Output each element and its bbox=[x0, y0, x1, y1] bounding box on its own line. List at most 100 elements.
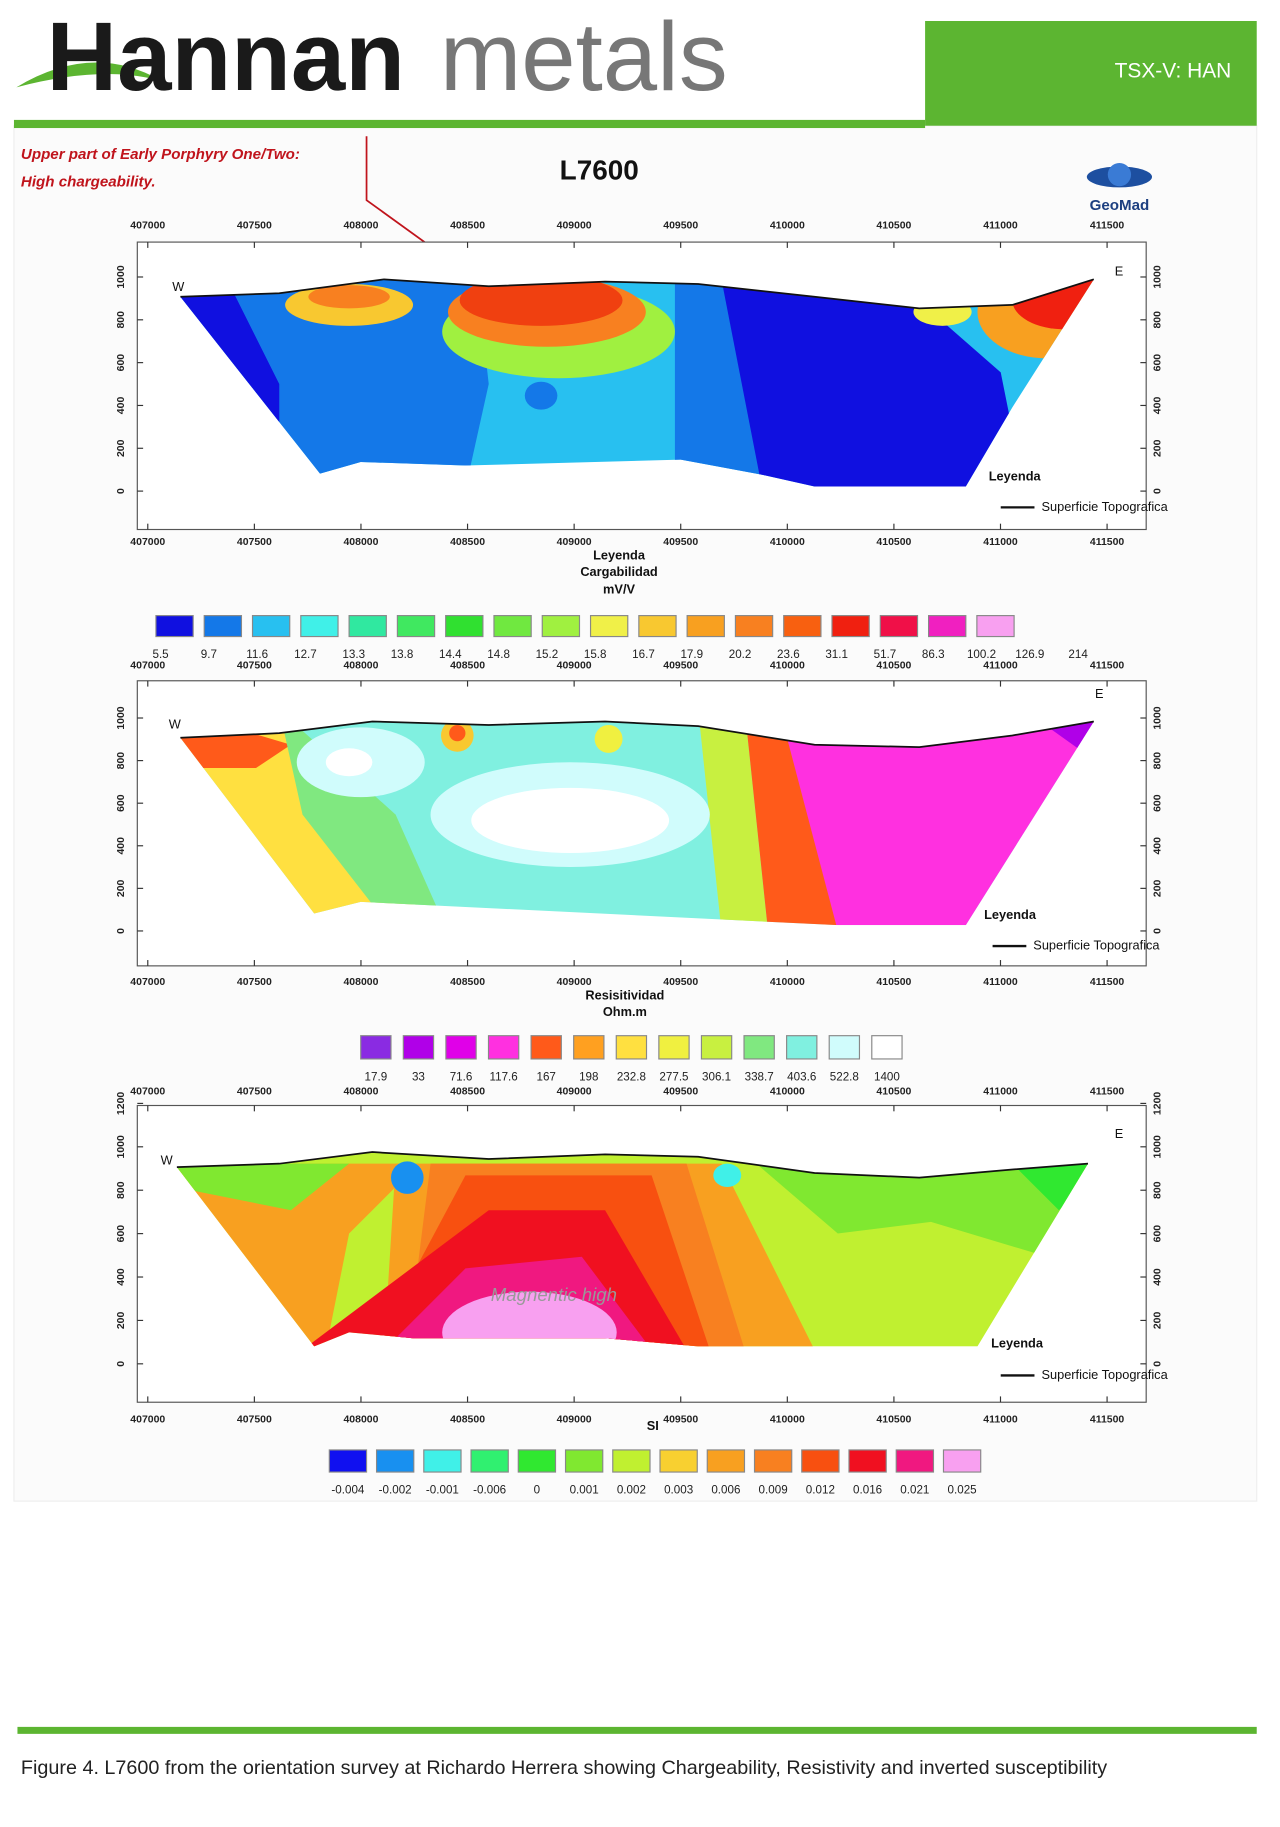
color-swatch bbox=[155, 615, 194, 638]
scale-label: 13.3 bbox=[342, 648, 365, 661]
y-tick-label: 1200 bbox=[116, 1092, 127, 1115]
scale-label: 33 bbox=[412, 1071, 425, 1084]
legend-title: Leyenda bbox=[989, 469, 1042, 484]
x-tick-label: 407000 bbox=[130, 977, 165, 988]
geomad-globe bbox=[1107, 162, 1132, 187]
header-rule bbox=[13, 119, 926, 129]
y-tick-label: 600 bbox=[116, 354, 127, 372]
x-tick-label: 410000 bbox=[770, 537, 805, 548]
color-swatch bbox=[612, 1449, 651, 1473]
color-swatch bbox=[589, 615, 629, 638]
scale-label: 23.6 bbox=[777, 648, 800, 661]
axis-caption: mV/V bbox=[603, 581, 635, 596]
y-tick-label: 400 bbox=[116, 397, 127, 415]
scale-label: -0.002 bbox=[379, 1484, 412, 1497]
color-swatch bbox=[487, 1035, 520, 1060]
x-tick-label: 408500 bbox=[450, 1086, 485, 1097]
scale-label: 0.001 bbox=[570, 1484, 599, 1497]
scale-label: 17.9 bbox=[365, 1071, 388, 1084]
x-tick-label: 407000 bbox=[130, 221, 165, 232]
scale-label: 0.025 bbox=[948, 1484, 977, 1497]
color-swatch bbox=[927, 615, 967, 638]
logo-light: metals bbox=[440, 2, 728, 111]
y-tick-label: 600 bbox=[1153, 1225, 1164, 1243]
x-tick-label: 407000 bbox=[130, 1414, 165, 1425]
axis-caption: Resisitividad bbox=[585, 987, 664, 1002]
scale-label: 13.8 bbox=[391, 648, 414, 661]
color-swatch bbox=[445, 1035, 477, 1060]
color-swatch bbox=[402, 1035, 435, 1060]
scale-label: 306.1 bbox=[702, 1071, 731, 1084]
color-swatch bbox=[251, 615, 291, 638]
color-swatch bbox=[753, 1449, 793, 1473]
color-swatch bbox=[396, 615, 436, 638]
x-tick-label: 410000 bbox=[770, 1086, 805, 1097]
y-tick-label: 1000 bbox=[116, 1135, 127, 1158]
scale-label: 0.003 bbox=[664, 1484, 693, 1497]
color-swatch bbox=[783, 615, 822, 638]
y-tick-label: 600 bbox=[1153, 794, 1164, 812]
x-tick-label: 408000 bbox=[343, 537, 378, 548]
x-tick-label: 409000 bbox=[557, 660, 592, 671]
color-swatch bbox=[328, 1449, 368, 1473]
axis-caption: SI bbox=[647, 1418, 659, 1433]
y-tick-label: 400 bbox=[116, 837, 127, 855]
west-label: W bbox=[169, 716, 182, 731]
color-swatch bbox=[942, 1449, 982, 1473]
x-tick-label: 408500 bbox=[450, 221, 485, 232]
color-swatch bbox=[976, 615, 1015, 638]
scale-label: 11.6 bbox=[246, 648, 268, 661]
x-tick-label: 409500 bbox=[663, 1086, 698, 1097]
scale-label: 198 bbox=[579, 1071, 598, 1084]
x-tick-label: 407000 bbox=[130, 537, 165, 548]
west-label: W bbox=[161, 1153, 174, 1168]
scale-label: 277.5 bbox=[659, 1071, 688, 1084]
scale-label: 16.7 bbox=[632, 648, 655, 661]
topography bbox=[176, 1151, 1089, 1179]
scale-label: 0.006 bbox=[711, 1484, 740, 1497]
east-label: E bbox=[1115, 264, 1124, 279]
scale-label: 0.009 bbox=[759, 1484, 788, 1497]
color-swatch bbox=[706, 1449, 746, 1473]
y-tick-label: 1000 bbox=[116, 265, 127, 288]
x-tick-label: 410500 bbox=[876, 1086, 911, 1097]
color-swatch bbox=[360, 1035, 392, 1060]
scale-label: -0.004 bbox=[331, 1484, 364, 1497]
y-tick-label: 0 bbox=[116, 488, 127, 494]
color-swatch bbox=[871, 1035, 903, 1060]
color-swatch bbox=[700, 1035, 733, 1060]
scale-label: 71.6 bbox=[450, 1071, 473, 1084]
y-tick-label: 200 bbox=[116, 439, 127, 457]
west-label: W bbox=[172, 279, 185, 294]
color-swatch bbox=[743, 1035, 775, 1060]
x-tick-label: 411500 bbox=[1090, 977, 1125, 988]
x-tick-label: 411000 bbox=[983, 660, 1018, 671]
x-tick-label: 408000 bbox=[343, 660, 378, 671]
x-tick-label: 409000 bbox=[557, 1086, 592, 1097]
color-swatch bbox=[470, 1449, 509, 1473]
y-tick-label: 200 bbox=[116, 1312, 127, 1330]
x-tick-label: 408000 bbox=[343, 221, 378, 232]
color-swatch bbox=[348, 615, 387, 638]
y-tick-label: 800 bbox=[116, 1181, 127, 1199]
color-swatch bbox=[638, 615, 677, 638]
scale-label: 100.2 bbox=[967, 648, 996, 661]
y-tick-label: 800 bbox=[1153, 1181, 1164, 1199]
x-tick-label: 411000 bbox=[983, 537, 1018, 548]
resistivity-section bbox=[180, 721, 1094, 926]
y-tick-label: 1000 bbox=[1153, 1135, 1164, 1158]
x-tick-label: 410500 bbox=[876, 537, 911, 548]
y-tick-label: 0 bbox=[1153, 488, 1164, 494]
y-tick-label: 1000 bbox=[116, 706, 127, 729]
annotation: High chargeability. bbox=[21, 174, 156, 191]
scale-label: 0.012 bbox=[806, 1484, 835, 1497]
y-tick-label: 400 bbox=[116, 1268, 127, 1286]
x-tick-label: 411500 bbox=[1090, 1086, 1125, 1097]
scale-label: 403.6 bbox=[787, 1071, 816, 1084]
logo-bold: Hannan bbox=[47, 2, 405, 111]
legend-title: Leyenda bbox=[984, 907, 1037, 922]
ticker: TSX-V: HAN bbox=[1115, 60, 1232, 83]
color-swatch bbox=[300, 615, 339, 638]
geomad-logo: GeoMad bbox=[1090, 197, 1150, 214]
